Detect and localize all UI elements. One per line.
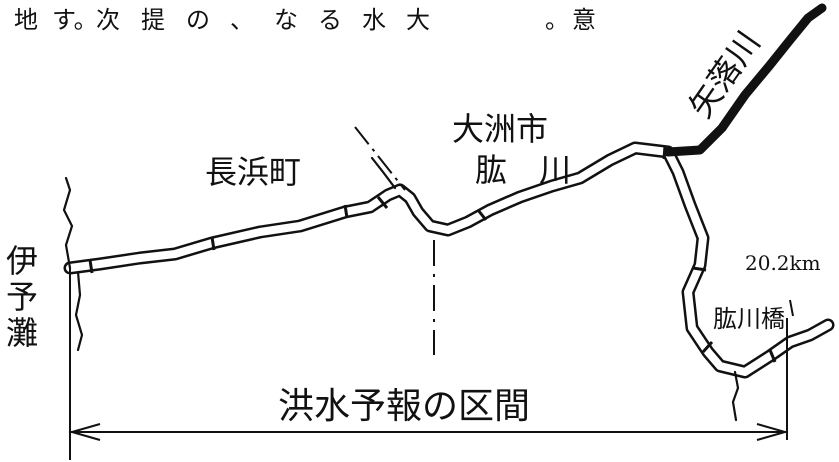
weir-mark	[768, 349, 777, 363]
small-tributary	[62, 176, 74, 270]
top-text-fragment: 地	[14, 6, 38, 34]
top-text-fragment: る	[318, 6, 342, 34]
weir-mark	[343, 204, 349, 219]
top-text-fragment: 水	[362, 6, 386, 34]
section-left-arrow	[68, 423, 101, 441]
top-text-fragment: 大	[406, 6, 430, 34]
label-ozu-city: 大洲市	[452, 110, 548, 148]
main-river-outline	[63, 141, 835, 379]
weir-mark	[88, 259, 94, 274]
top-text-fragment: な	[274, 6, 298, 34]
top-text-fragment: 。	[545, 6, 569, 34]
label-yahata-river: 矢落川	[681, 24, 767, 124]
weir-mark	[210, 236, 216, 251]
small-tributary	[74, 270, 84, 352]
bridge-tick	[789, 299, 794, 317]
weir-mark	[376, 196, 389, 209]
top-text-fragment: の	[186, 6, 210, 34]
top-text-fragment: 提	[141, 6, 165, 34]
label-iyo-nada-char: 予	[6, 278, 38, 316]
boundary-line	[354, 126, 406, 191]
label-hijikawa: 肱 川	[475, 151, 571, 189]
top-text-fragment: 意	[572, 6, 596, 34]
tributary-river-channel	[665, 5, 825, 155]
weir-mark	[476, 209, 488, 221]
top-text-fragment: 、	[230, 6, 254, 34]
main-river-channel	[66, 144, 832, 376]
label-iyo-nada-char: 灘	[6, 314, 38, 352]
section-right-arrow	[756, 423, 789, 441]
label-distance: 20.2km	[745, 251, 821, 275]
top-text-fragment: 次	[96, 6, 120, 34]
small-tributary	[370, 156, 397, 190]
weir-mark	[692, 266, 707, 272]
label-hijikawa-bridge: 肱川橋	[713, 305, 785, 333]
weir-mark	[701, 340, 714, 354]
weir-mark	[662, 145, 667, 160]
top-text-fragment: す。	[52, 6, 98, 34]
label-iyo-nada: 伊予灘	[6, 242, 38, 352]
label-nagahama: 長浜町	[205, 153, 301, 191]
label-flood-forecast-section: 洪水予報の区間	[278, 386, 530, 427]
small-tributary	[731, 370, 740, 422]
label-iyo-nada-char: 伊	[6, 242, 38, 280]
